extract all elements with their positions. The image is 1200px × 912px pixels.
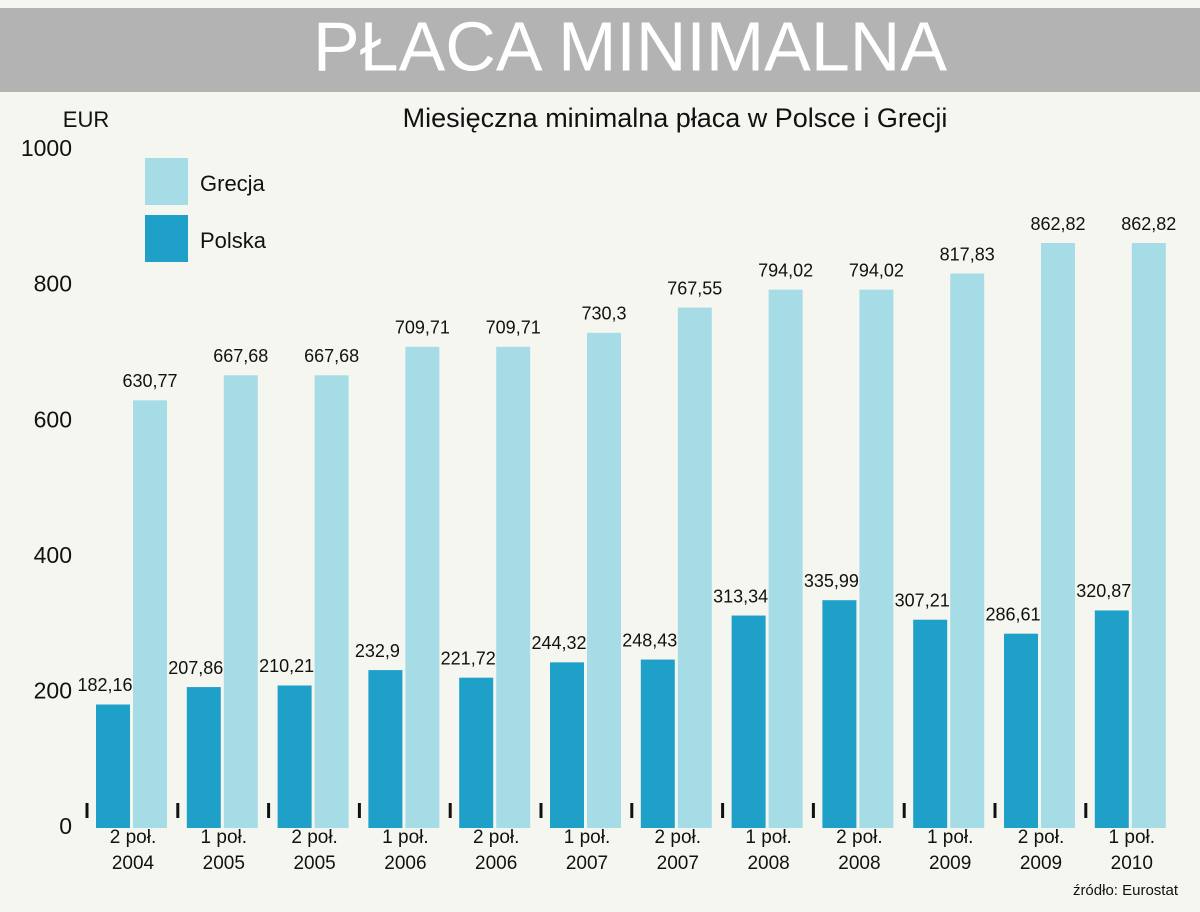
value-label: 667,68 xyxy=(213,346,268,366)
x-tick-label: 2 poł. xyxy=(655,827,701,848)
bar xyxy=(186,687,221,828)
value-label: 221,72 xyxy=(441,648,496,668)
value-label: 248,43 xyxy=(622,630,677,650)
x-tick-label: 2004 xyxy=(112,853,155,874)
bar xyxy=(950,273,985,829)
x-tick-label: 2009 xyxy=(1020,853,1062,874)
bar xyxy=(1004,633,1038,828)
value-label: 286,61 xyxy=(985,604,1040,624)
value-label: 210,21 xyxy=(259,656,314,676)
x-tick-label: 2007 xyxy=(657,853,699,874)
source: źródło: Eurostat xyxy=(1073,882,1179,899)
x-tick-label: 2 poł. xyxy=(473,827,519,848)
x-tick-label: 1 poł. xyxy=(201,827,247,848)
bar xyxy=(223,375,258,828)
x-tick-label: 2008 xyxy=(747,853,789,874)
bar xyxy=(731,615,766,828)
bar xyxy=(496,346,531,828)
bar xyxy=(1131,243,1166,828)
chart-title: PŁACA MINIMALNA xyxy=(313,7,947,85)
x-tick-label: 2005 xyxy=(293,853,335,874)
bar xyxy=(640,659,675,828)
x-tick-label: 2 poł. xyxy=(291,827,337,848)
value-label: 307,21 xyxy=(895,590,950,610)
bar xyxy=(550,662,584,828)
x-tick-label: 2009 xyxy=(929,853,971,874)
bar xyxy=(587,332,621,828)
x-tick-label: 1 poł. xyxy=(927,827,973,848)
y-tick-label: 600 xyxy=(34,406,72,432)
bar xyxy=(368,670,403,828)
value-label: 817,83 xyxy=(940,244,995,264)
value-label: 244,32 xyxy=(531,633,586,653)
x-tick-label: 1 poł. xyxy=(1109,827,1155,848)
x-tick-label: 2 poł. xyxy=(110,827,156,848)
x-tick-label: 1 poł. xyxy=(564,827,610,848)
value-label: 232,9 xyxy=(355,641,400,661)
value-label: 709,71 xyxy=(395,318,450,338)
x-tick-label: 2 poł. xyxy=(836,827,882,848)
x-tick-label: 2006 xyxy=(475,853,517,874)
bar xyxy=(133,400,167,828)
y-tick-label: 0 xyxy=(59,813,72,839)
bar xyxy=(768,289,803,829)
value-label: 313,34 xyxy=(713,586,768,606)
chart-subtitle: Miesięczna minimalna płaca w Polsce i Gr… xyxy=(403,103,948,133)
bar xyxy=(859,289,894,829)
bar xyxy=(459,677,494,828)
bar xyxy=(277,685,312,828)
value-label: 630,77 xyxy=(122,371,177,391)
legend-swatch xyxy=(145,215,188,262)
x-tick-label: 1 poł. xyxy=(745,827,791,848)
x-tick-label: 2005 xyxy=(203,853,245,874)
title-banner xyxy=(0,8,1200,92)
x-tick-label: 2007 xyxy=(566,853,608,874)
bar xyxy=(822,600,857,828)
bar xyxy=(1041,243,1075,828)
x-tick-label: 2 poł. xyxy=(1018,827,1064,848)
legend-swatch xyxy=(145,158,188,205)
y-tick-label: 200 xyxy=(34,677,72,703)
x-tick-label: 2010 xyxy=(1111,853,1153,874)
value-label: 207,86 xyxy=(168,658,223,678)
value-label: 794,02 xyxy=(849,260,904,280)
value-label: 320,87 xyxy=(1076,581,1131,601)
value-label: 335,99 xyxy=(804,571,859,591)
y-axis-label: EUR xyxy=(63,107,109,132)
bar xyxy=(96,704,130,828)
value-label: 767,55 xyxy=(667,278,722,298)
bar xyxy=(405,346,440,828)
value-label: 667,68 xyxy=(304,346,359,366)
bar xyxy=(677,307,712,829)
value-label: 182,16 xyxy=(77,675,132,695)
value-label: 862,82 xyxy=(1121,214,1176,234)
legend-label: Grecja xyxy=(200,171,266,196)
value-label: 862,82 xyxy=(1030,214,1085,234)
value-label: 709,71 xyxy=(486,318,541,338)
legend-label: Polska xyxy=(200,228,267,253)
y-tick-label: 1000 xyxy=(21,135,72,161)
x-tick-label: 1 poł. xyxy=(382,827,428,848)
value-label: 730,3 xyxy=(581,304,626,324)
y-tick-label: 800 xyxy=(34,271,72,297)
x-tick-label: 2006 xyxy=(384,853,426,874)
bar xyxy=(314,375,349,828)
bar xyxy=(1094,610,1129,828)
y-tick-label: 400 xyxy=(34,542,72,568)
x-tick-label: 2008 xyxy=(838,853,880,874)
value-label: 794,02 xyxy=(758,260,813,280)
bar xyxy=(913,619,948,828)
